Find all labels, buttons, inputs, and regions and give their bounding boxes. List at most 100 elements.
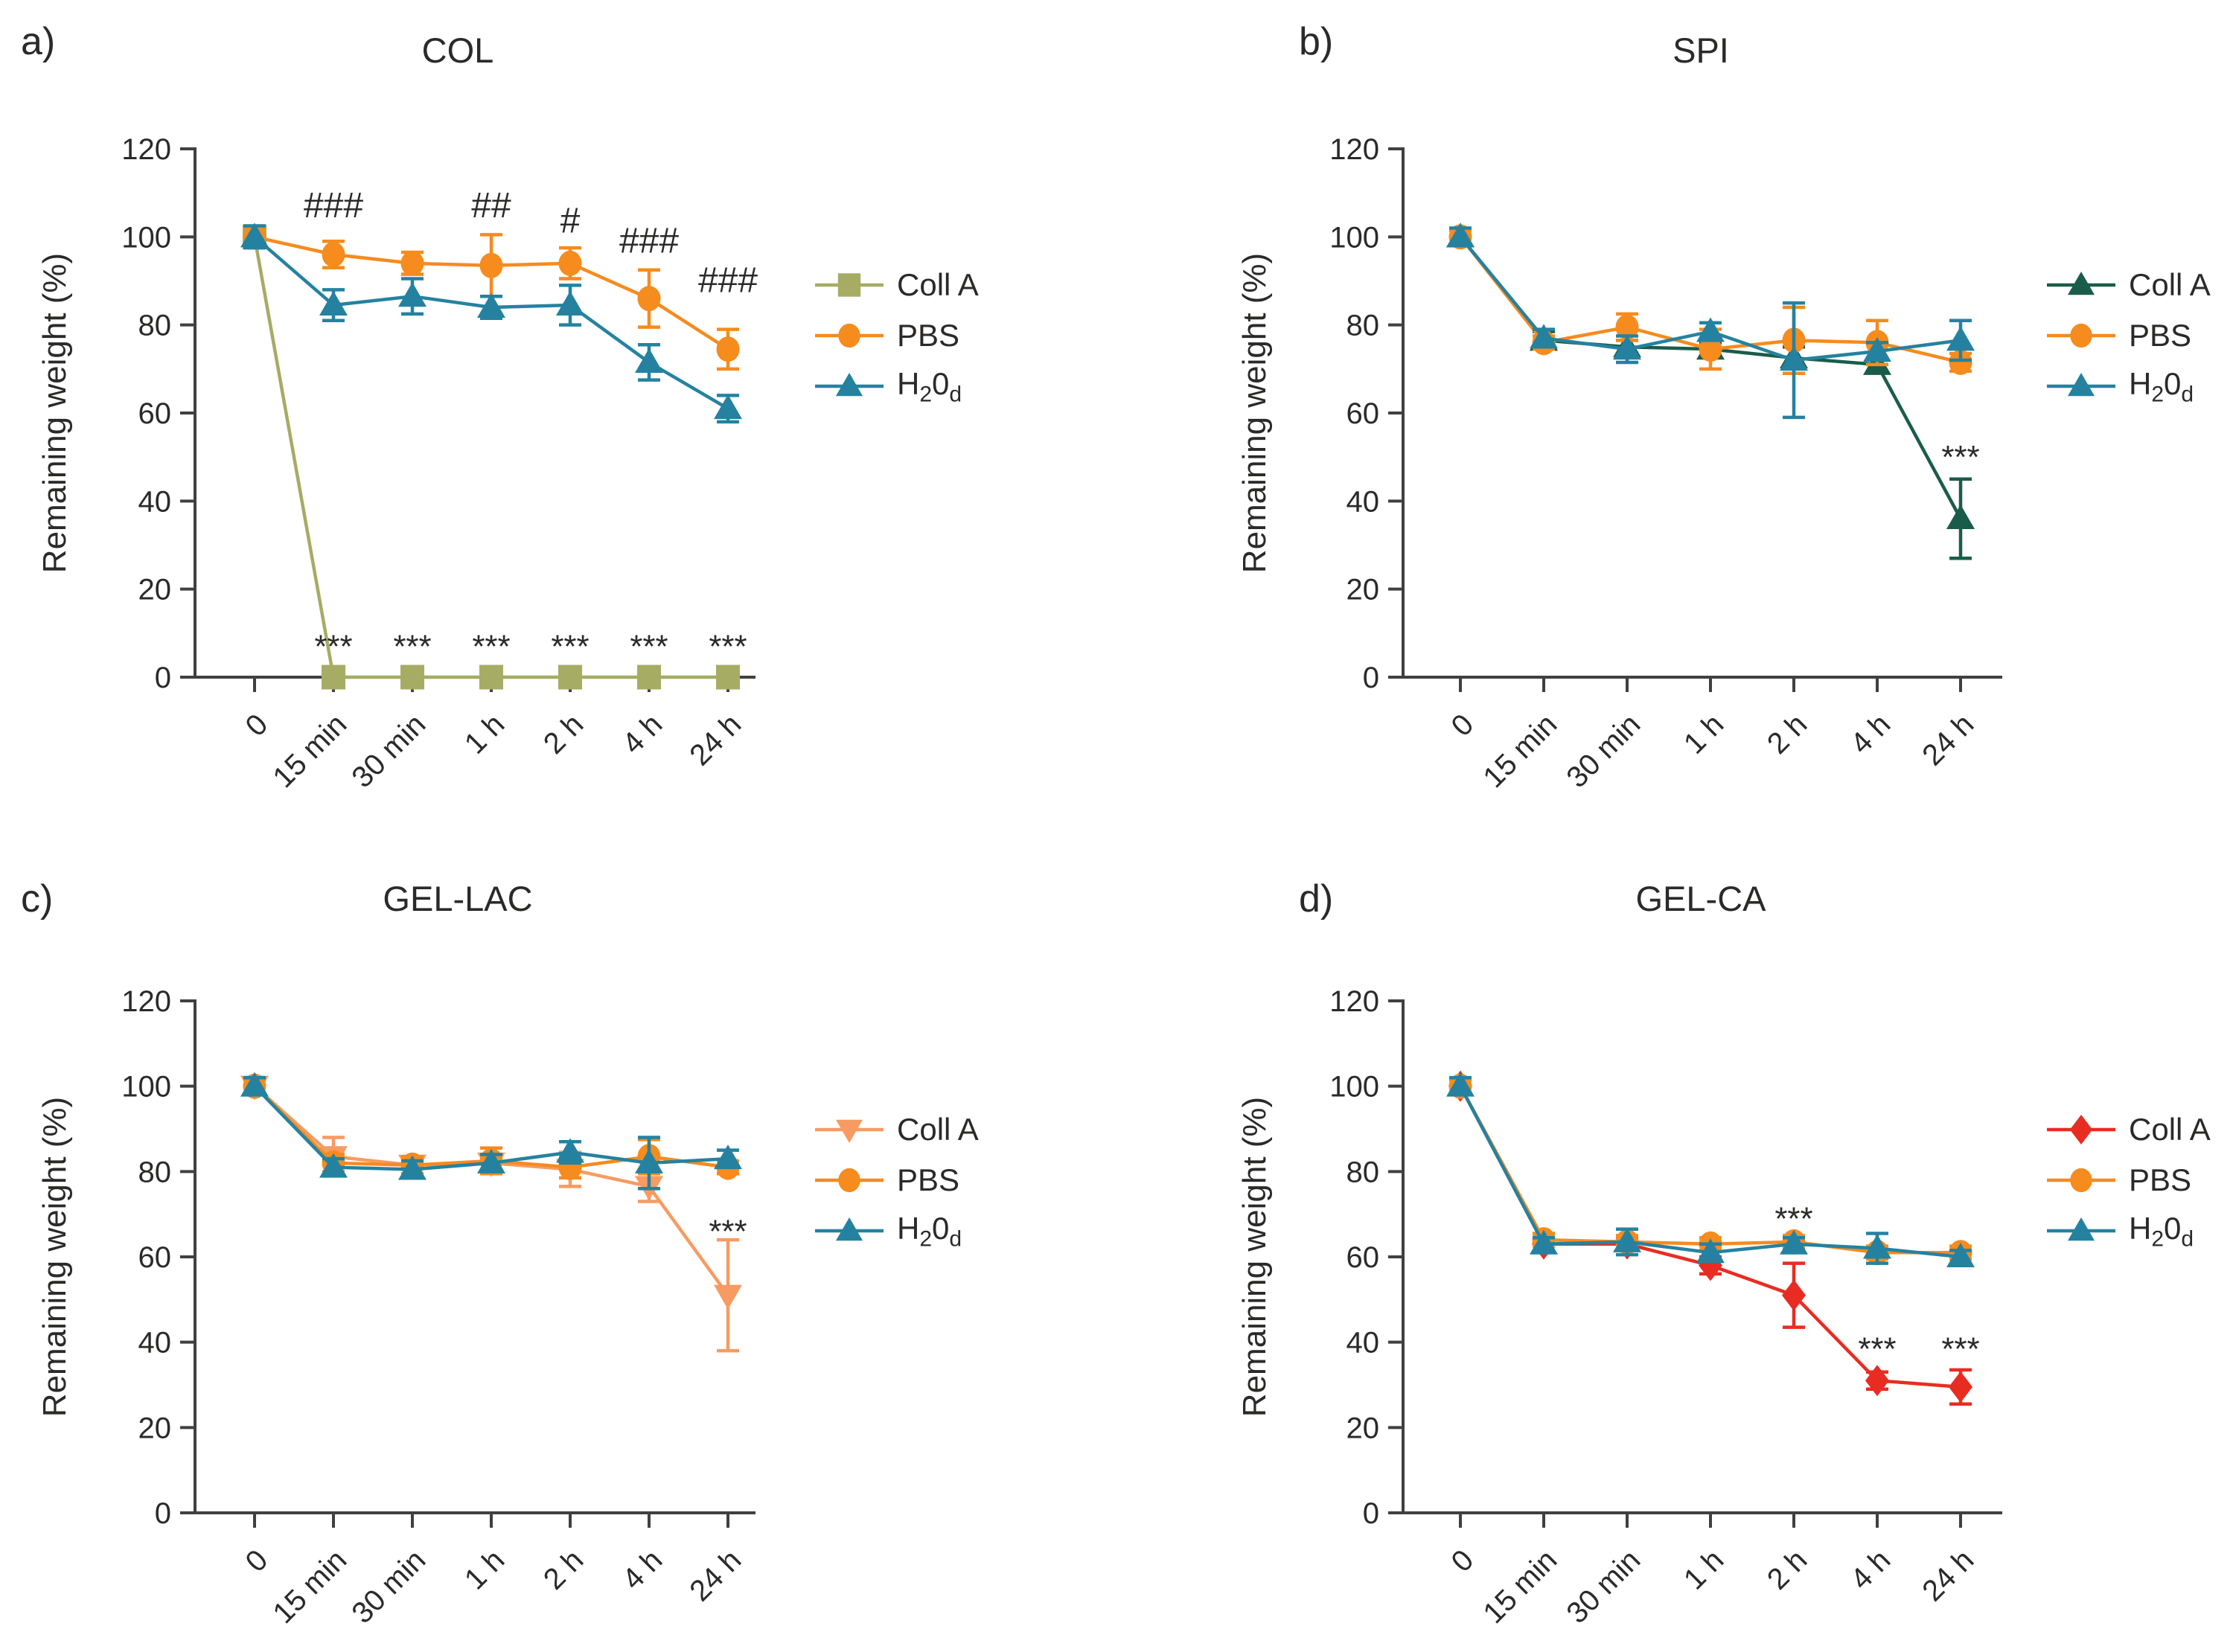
x-tick-label: 0 (1445, 708, 1480, 743)
data-point-diamond (1949, 1371, 1972, 1403)
significance-annotation: *** (1774, 1200, 1812, 1237)
legend-item-coll-a: Coll A (814, 260, 979, 310)
y-tick-label: 20 (138, 574, 172, 606)
data-point-triangle-up (240, 1072, 269, 1097)
h20d-triangle-marker-icon (2047, 372, 2115, 397)
panel-letter-c: c) (21, 877, 54, 921)
significance-annotation: *** (1941, 1331, 1979, 1367)
pbs-circle-marker-icon (2047, 1168, 2115, 1193)
coll-a-triangle-marker-icon (2047, 271, 2115, 295)
data-point-triangle-up (1530, 324, 1558, 349)
data-point-triangle-up (2067, 271, 2095, 295)
y-axis-title: Remaining weight (%) (1236, 253, 1273, 573)
data-point-triangle-up (1780, 1229, 1808, 1255)
x-tick-label: 30 min (1560, 1543, 1646, 1630)
data-point-square (637, 665, 661, 690)
series-h20d (1446, 1072, 1975, 1267)
x-tick-label: 2 h (537, 1543, 590, 1595)
data-point-circle (2070, 1168, 2092, 1193)
y-tick-label: 20 (138, 1412, 172, 1444)
data-point-triangle-up (1946, 505, 1975, 529)
legend-col: Coll A PBS H20d (814, 260, 979, 412)
data-point-triangle-up (1946, 326, 1975, 351)
series-pbs (243, 224, 740, 371)
x-tick-label: 1 h (459, 1543, 511, 1595)
legend-label-pbs: PBS (2129, 1162, 2192, 1197)
legend-label-coll-a: Coll A (2129, 1112, 2211, 1147)
data-point-triangle-up (240, 222, 269, 248)
legend-label-pbs: PBS (897, 1162, 960, 1197)
legend-label-pbs: PBS (897, 318, 960, 353)
significance-annotation: *** (551, 629, 589, 665)
significance-annotation: ### (619, 221, 679, 260)
y-tick-label: 40 (1346, 1327, 1380, 1360)
data-point-triangle-up (835, 372, 863, 397)
data-point-triangle-up (556, 291, 584, 316)
data-point-circle (558, 250, 582, 276)
panel-title-spi: SPI (1673, 31, 1729, 70)
legend-item-pbs: PBS (2045, 1155, 2211, 1206)
series-h20d (1446, 222, 1975, 420)
y-tick-label: 120 (1329, 985, 1379, 1018)
data-point-circle (322, 242, 345, 267)
data-point-triangle-up (398, 282, 427, 307)
legend-label-coll-a: Coll A (897, 267, 979, 302)
legend-label-h20d: H20d (2129, 366, 2194, 407)
data-point-diamond (1865, 1365, 1889, 1397)
series-h20d (240, 1072, 742, 1191)
y-tick-label: 40 (1346, 485, 1380, 518)
panel-title-col: COL (421, 31, 494, 70)
legend-gel-lac: Coll A PBS H20d (814, 1104, 979, 1256)
data-point-circle (2070, 323, 2092, 348)
x-tick-label: 0 (240, 1543, 275, 1578)
data-point-circle (1949, 349, 1972, 375)
legend-label-h20d: H20d (2129, 1211, 2194, 1252)
legend-label-coll-a: Coll A (897, 1112, 979, 1147)
legend-item-coll-a: Coll A (2045, 260, 2211, 310)
data-point-triangle-up (635, 1148, 663, 1174)
legend-item-coll-a: Coll A (814, 1104, 979, 1155)
data-point-triangle-up (1946, 1243, 1975, 1267)
x-tick-label: 4 h (1844, 1543, 1897, 1595)
y-tick-label: 100 (121, 1071, 171, 1104)
y-tick-label: 60 (138, 1241, 172, 1274)
significance-annotation: *** (1858, 1331, 1896, 1367)
significance-annotation: *** (393, 629, 431, 665)
data-point-triangle-up (1446, 222, 1475, 248)
data-point-triangle-up (319, 291, 348, 316)
y-tick-label: 120 (1329, 133, 1379, 166)
data-point-triangle-up (2067, 372, 2095, 397)
y-tick-label: 80 (138, 310, 172, 342)
data-point-square (837, 273, 861, 297)
y-tick-label: 60 (138, 397, 172, 430)
data-point-circle (838, 1168, 860, 1193)
panel-title-gel-lac: GEL-LAC (383, 879, 533, 918)
legend-label-coll-a: Coll A (2129, 267, 2211, 302)
y-tick-label: 20 (1346, 574, 1380, 606)
series-line (1459, 235, 1962, 520)
y-tick-label: 0 (1363, 1497, 1379, 1530)
series-coll-a (1446, 222, 1975, 560)
legend-item-h20d: H20d (814, 361, 979, 412)
x-tick-label: 15 min (1477, 708, 1563, 794)
y-tick-label: 80 (1346, 310, 1380, 342)
y-tick-label: 40 (138, 485, 172, 518)
legend-item-pbs: PBS (2045, 310, 2211, 361)
data-point-triangle-up (1446, 1072, 1475, 1097)
series-line (1459, 1085, 1961, 1259)
panel-letter-a: a) (21, 20, 56, 63)
pbs-circle-marker-icon (815, 323, 884, 348)
significance-annotation: *** (709, 629, 747, 665)
x-tick-label: 15 min (1477, 1543, 1563, 1630)
legend-label-h20d: H20d (897, 1211, 962, 1252)
data-point-circle (838, 323, 860, 348)
data-point-triangle-up (835, 1217, 863, 1241)
x-tick-label: 4 h (616, 708, 668, 760)
data-point-triangle-up (1613, 335, 1641, 360)
data-point-square (479, 665, 503, 690)
significance-annotation: *** (1941, 439, 1979, 476)
legend-item-pbs: PBS (814, 1155, 979, 1206)
legend-label-pbs: PBS (2129, 318, 2192, 353)
data-point-circle (479, 252, 503, 278)
